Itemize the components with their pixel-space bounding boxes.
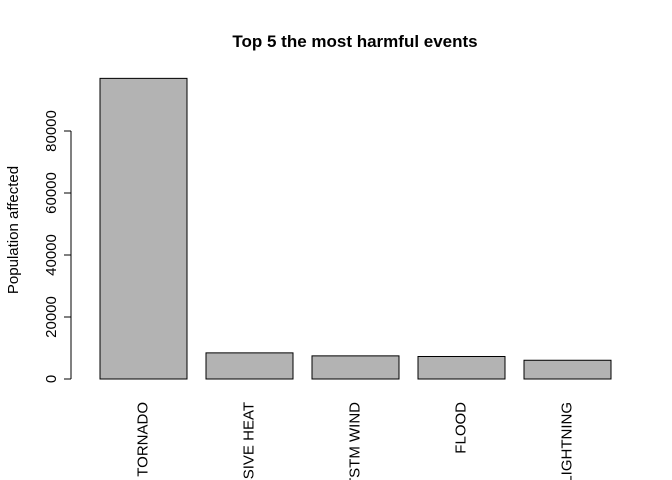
bar bbox=[417, 355, 506, 380]
bar bbox=[311, 355, 400, 380]
y-tick-label: 40000 bbox=[43, 234, 60, 276]
y-axis-label: Population affected bbox=[5, 166, 22, 294]
y-tick-label: 60000 bbox=[43, 172, 60, 214]
chart-title: Top 5 the most harmful events bbox=[232, 32, 477, 51]
y-tick-label: 80000 bbox=[43, 110, 60, 152]
bar bbox=[205, 352, 294, 380]
x-tick-label: TSTM WIND bbox=[346, 402, 363, 480]
x-tick-label: EXCESSIVE HEAT bbox=[240, 402, 257, 480]
y-tick-label: 20000 bbox=[43, 296, 60, 338]
x-tick-label: TORNADO bbox=[134, 402, 151, 477]
x-tick-label: FLOOD bbox=[452, 402, 469, 454]
y-tick-label: 0 bbox=[43, 375, 60, 383]
bar bbox=[99, 77, 188, 380]
x-tick-label: LIGHTNING bbox=[558, 402, 575, 480]
bar bbox=[523, 359, 612, 380]
